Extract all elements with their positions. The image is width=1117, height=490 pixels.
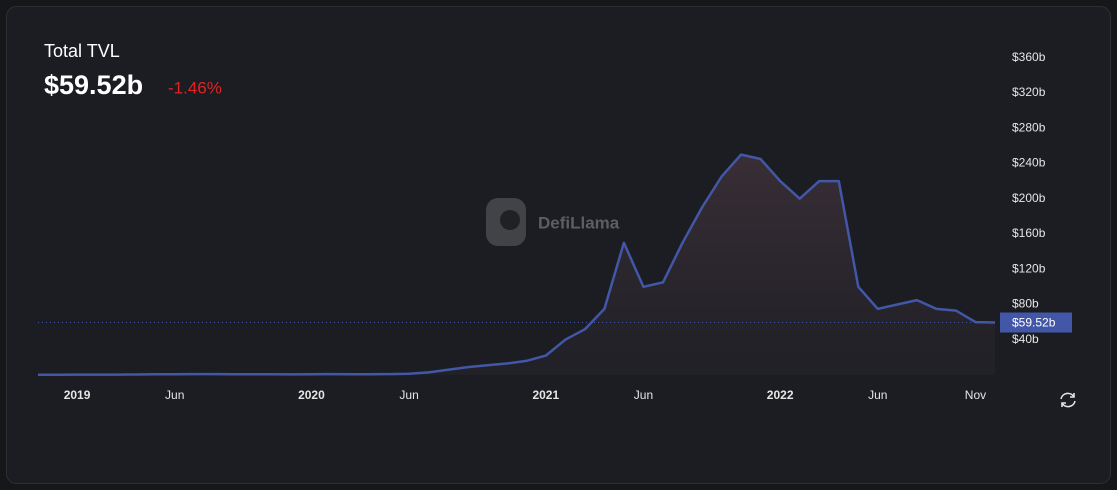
y-tick-label: $40b [1012, 332, 1039, 346]
x-tick-label: 2021 [532, 388, 559, 402]
watermark: DefiLlama [538, 213, 620, 232]
x-tick-label: Jun [634, 388, 653, 402]
x-tick-label: Nov [965, 388, 986, 402]
change: -1.46% [168, 78, 222, 97]
y-tick-label: $160b [1012, 226, 1046, 240]
x-tick-label: 2019 [64, 388, 91, 402]
title: Total TVL [44, 41, 120, 61]
x-tick-label: 2022 [767, 388, 794, 402]
y-tick-label: $80b [1012, 297, 1039, 311]
x-tick-label: Jun [868, 388, 887, 402]
last-value-box [1000, 312, 1072, 333]
y-tick-label: $360b [1012, 50, 1046, 64]
y-tick-label: $320b [1012, 85, 1046, 99]
y-tick-label: $280b [1012, 120, 1046, 134]
x-tick-label: 2020 [298, 388, 325, 402]
area-fill [38, 154, 995, 375]
y-tick-label: $240b [1012, 156, 1046, 170]
refresh-button[interactable] [1060, 392, 1076, 408]
x-tick-label: Jun [165, 388, 184, 402]
y-tick-label: $200b [1012, 191, 1046, 205]
x-tick-label: Jun [399, 388, 418, 402]
line [38, 153, 996, 376]
y-tick-label: $120b [1012, 261, 1046, 275]
last-value-label: $59.52b [1012, 316, 1056, 330]
watermark-logo [486, 198, 526, 246]
total-value: $59.52b [44, 70, 143, 100]
